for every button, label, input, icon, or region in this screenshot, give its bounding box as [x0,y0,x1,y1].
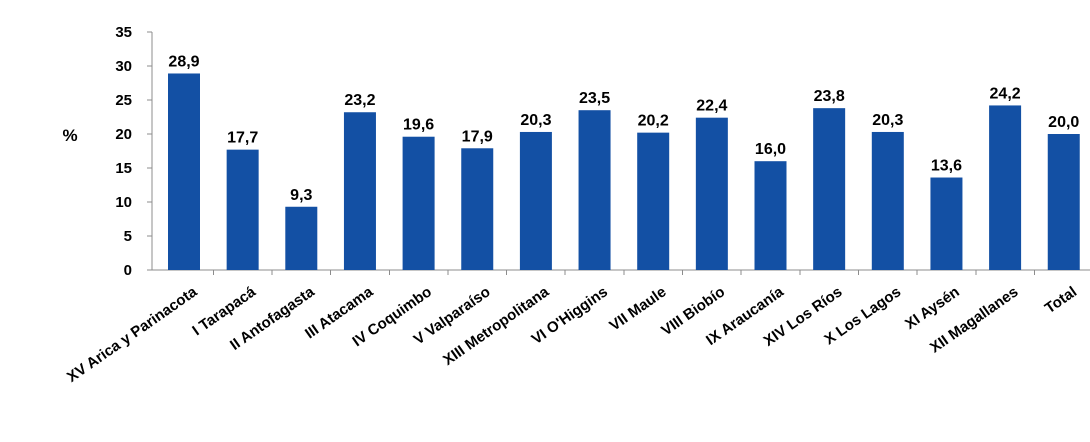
bar [226,149,259,270]
y-tick-label: 0 [124,262,132,279]
bar [578,110,611,270]
data-label: 23,2 [344,92,375,109]
y-axis-ticks: 0 5 10 15 20 25 30 35 [115,24,152,279]
bar [930,177,963,270]
y-tick-label: 30 [115,58,132,75]
data-label: 20,2 [638,113,669,130]
y-tick-label: 20 [115,126,132,143]
data-label: 20,3 [520,112,551,129]
y-tick-label: 5 [124,228,132,245]
data-label: 22,4 [696,98,727,115]
y-axis-title: % [62,126,77,145]
data-label: 16,0 [755,141,786,158]
bar-series [168,73,1080,271]
bar [285,206,318,270]
y-tick-label: 15 [115,160,132,177]
data-label: 23,5 [579,90,610,107]
y-tick-label: 25 [115,92,132,109]
x-tick-label: XIII Metropolitana [440,283,553,369]
bar [813,108,846,270]
bar [754,161,787,270]
y-tick-label: 35 [115,24,132,41]
data-label: 17,7 [227,130,258,147]
bar [519,131,552,270]
data-labels: 28,9 17,7 9,3 23,2 19,6 17,9 20,3 23,5 20,2 22,4 1… [168,53,1079,203]
data-label: 20,3 [872,112,903,129]
data-label: 20,0 [1048,114,1079,131]
bar [637,132,670,270]
bar [402,136,435,270]
bar [871,131,904,270]
data-label: 17,9 [462,128,493,145]
data-label: 24,2 [990,85,1021,102]
data-label: 13,6 [931,158,962,175]
x-tick-label: XV Arica y Parinacota [64,283,201,386]
bar [989,105,1022,270]
bar [1047,134,1080,270]
data-label: 19,6 [403,117,434,134]
y-tick-label: 10 [115,194,132,211]
x-tick-label: Total [1042,283,1080,317]
data-label: 23,8 [814,88,845,105]
bar [168,73,200,270]
data-label: 28,9 [168,53,199,70]
bar [343,112,376,271]
bar [695,117,728,271]
data-label: 9,3 [290,187,312,204]
bar [461,148,494,270]
